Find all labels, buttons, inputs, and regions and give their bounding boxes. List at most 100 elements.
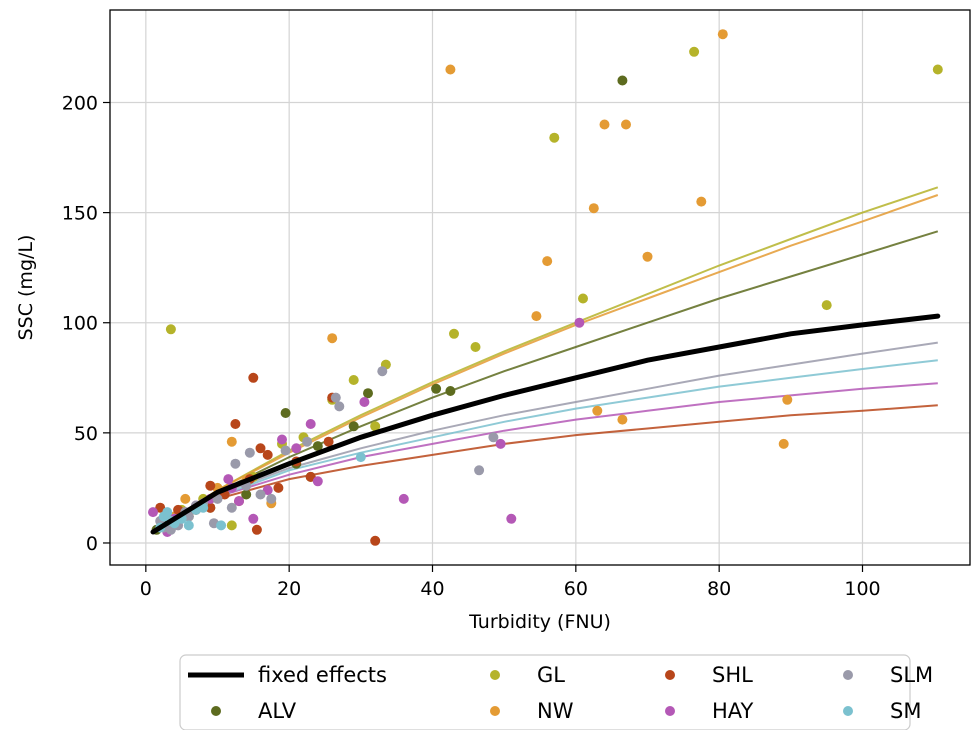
fit-line-shl [152,404,938,533]
point-slm [302,436,313,447]
point-shl [251,524,262,535]
legend-label: fixed effects [258,663,387,687]
point-alv [348,421,359,432]
legend-dot-swatch [843,706,853,716]
point-nw [642,251,653,262]
legend-item-slm: SLM [843,663,933,687]
point-nw [588,203,599,214]
point-sm [355,452,366,463]
point-shl [205,480,216,491]
point-nw [226,436,237,447]
point-nw [327,333,338,344]
point-hay [223,474,234,485]
legend-dot-swatch [490,706,500,716]
point-shl [273,482,284,493]
legend-item-shl: SHL [665,663,753,687]
x-axis-ticks: 0 20 40 60 80 100 [140,565,881,600]
point-hay [312,476,323,487]
point-gl [821,300,832,311]
legend-dot-swatch [843,670,853,680]
point-nw [531,311,542,322]
point-gl [932,64,943,75]
point-gl [370,421,381,432]
x-tick-label: 60 [564,578,588,600]
legend-item-hay: HAY [665,699,754,723]
point-slm [334,401,345,412]
point-nw [717,29,728,40]
point-shl [262,449,273,460]
point-slm [230,458,241,469]
point-nw [617,414,628,425]
legend-dot-swatch [211,706,221,716]
point-hay [262,485,273,496]
fit-line-slm [152,341,938,533]
legend-item-alv: ALV [211,699,297,723]
point-hay [277,434,287,445]
y-tick-label: 200 [62,93,98,115]
point-slm [244,447,255,458]
point-hay [506,513,517,524]
point-nw [621,119,631,130]
x-tick-label: 40 [420,578,444,600]
point-gl [449,328,459,339]
y-tick-label: 50 [74,423,98,445]
legend-item-fixed-effects: fixed effects [188,663,387,687]
point-shl [230,419,241,429]
y-axis-label: SSC (mg/L) [15,235,37,341]
legend-label: ALV [258,699,297,723]
point-nw [542,256,553,267]
point-nw [599,119,610,130]
point-hay [398,493,409,504]
point-hay [495,438,506,449]
point-nw [180,493,191,504]
point-gl [549,132,560,143]
legend-label: NW [537,699,574,723]
y-axis-ticks: 0 50 100 150 200 [62,93,110,555]
point-slm [255,489,266,500]
legend-label: SLM [890,663,933,687]
plot-frame [109,9,971,566]
point-hay [234,496,244,507]
point-slm [377,366,388,377]
point-nw [778,438,789,449]
point-hay [291,443,302,454]
point-slm [280,445,291,456]
point-nw [445,64,456,75]
grid [110,10,970,565]
point-sm [216,520,227,531]
point-alv [363,388,373,399]
legend-frame [179,654,911,730]
point-gl [348,375,359,385]
point-slm [330,392,341,403]
point-nw [592,405,603,416]
point-alv [617,75,628,86]
point-hay [359,397,370,407]
fit-line-sm [152,359,938,533]
legend-label: HAY [712,699,754,723]
y-tick-label: 100 [62,313,98,335]
point-shl [248,372,259,383]
y-tick-label: 0 [86,533,98,555]
point-sm [183,520,194,531]
legend-label: GL [537,663,565,687]
point-hay [574,317,585,328]
point-hay [305,419,316,429]
point-alv [431,383,442,394]
point-shl [255,443,266,454]
legend-item-gl: GL [490,663,565,687]
point-nw [696,196,707,207]
fit-line-nw [152,194,939,533]
point-hay [248,513,259,524]
x-tick-label: 80 [707,578,731,600]
legend: fixed effects ALV GL NW SHL HAY SLM SM [179,654,933,730]
point-slm [474,465,485,476]
point-alv [312,441,323,452]
point-gl [578,293,588,304]
point-gl [165,324,176,335]
legend-label: SHL [712,663,753,687]
legend-item-nw: NW [490,699,574,723]
point-shl [323,436,334,447]
fixed-effects-line [150,313,941,535]
fit-lines [152,186,939,533]
point-slm [488,432,499,443]
